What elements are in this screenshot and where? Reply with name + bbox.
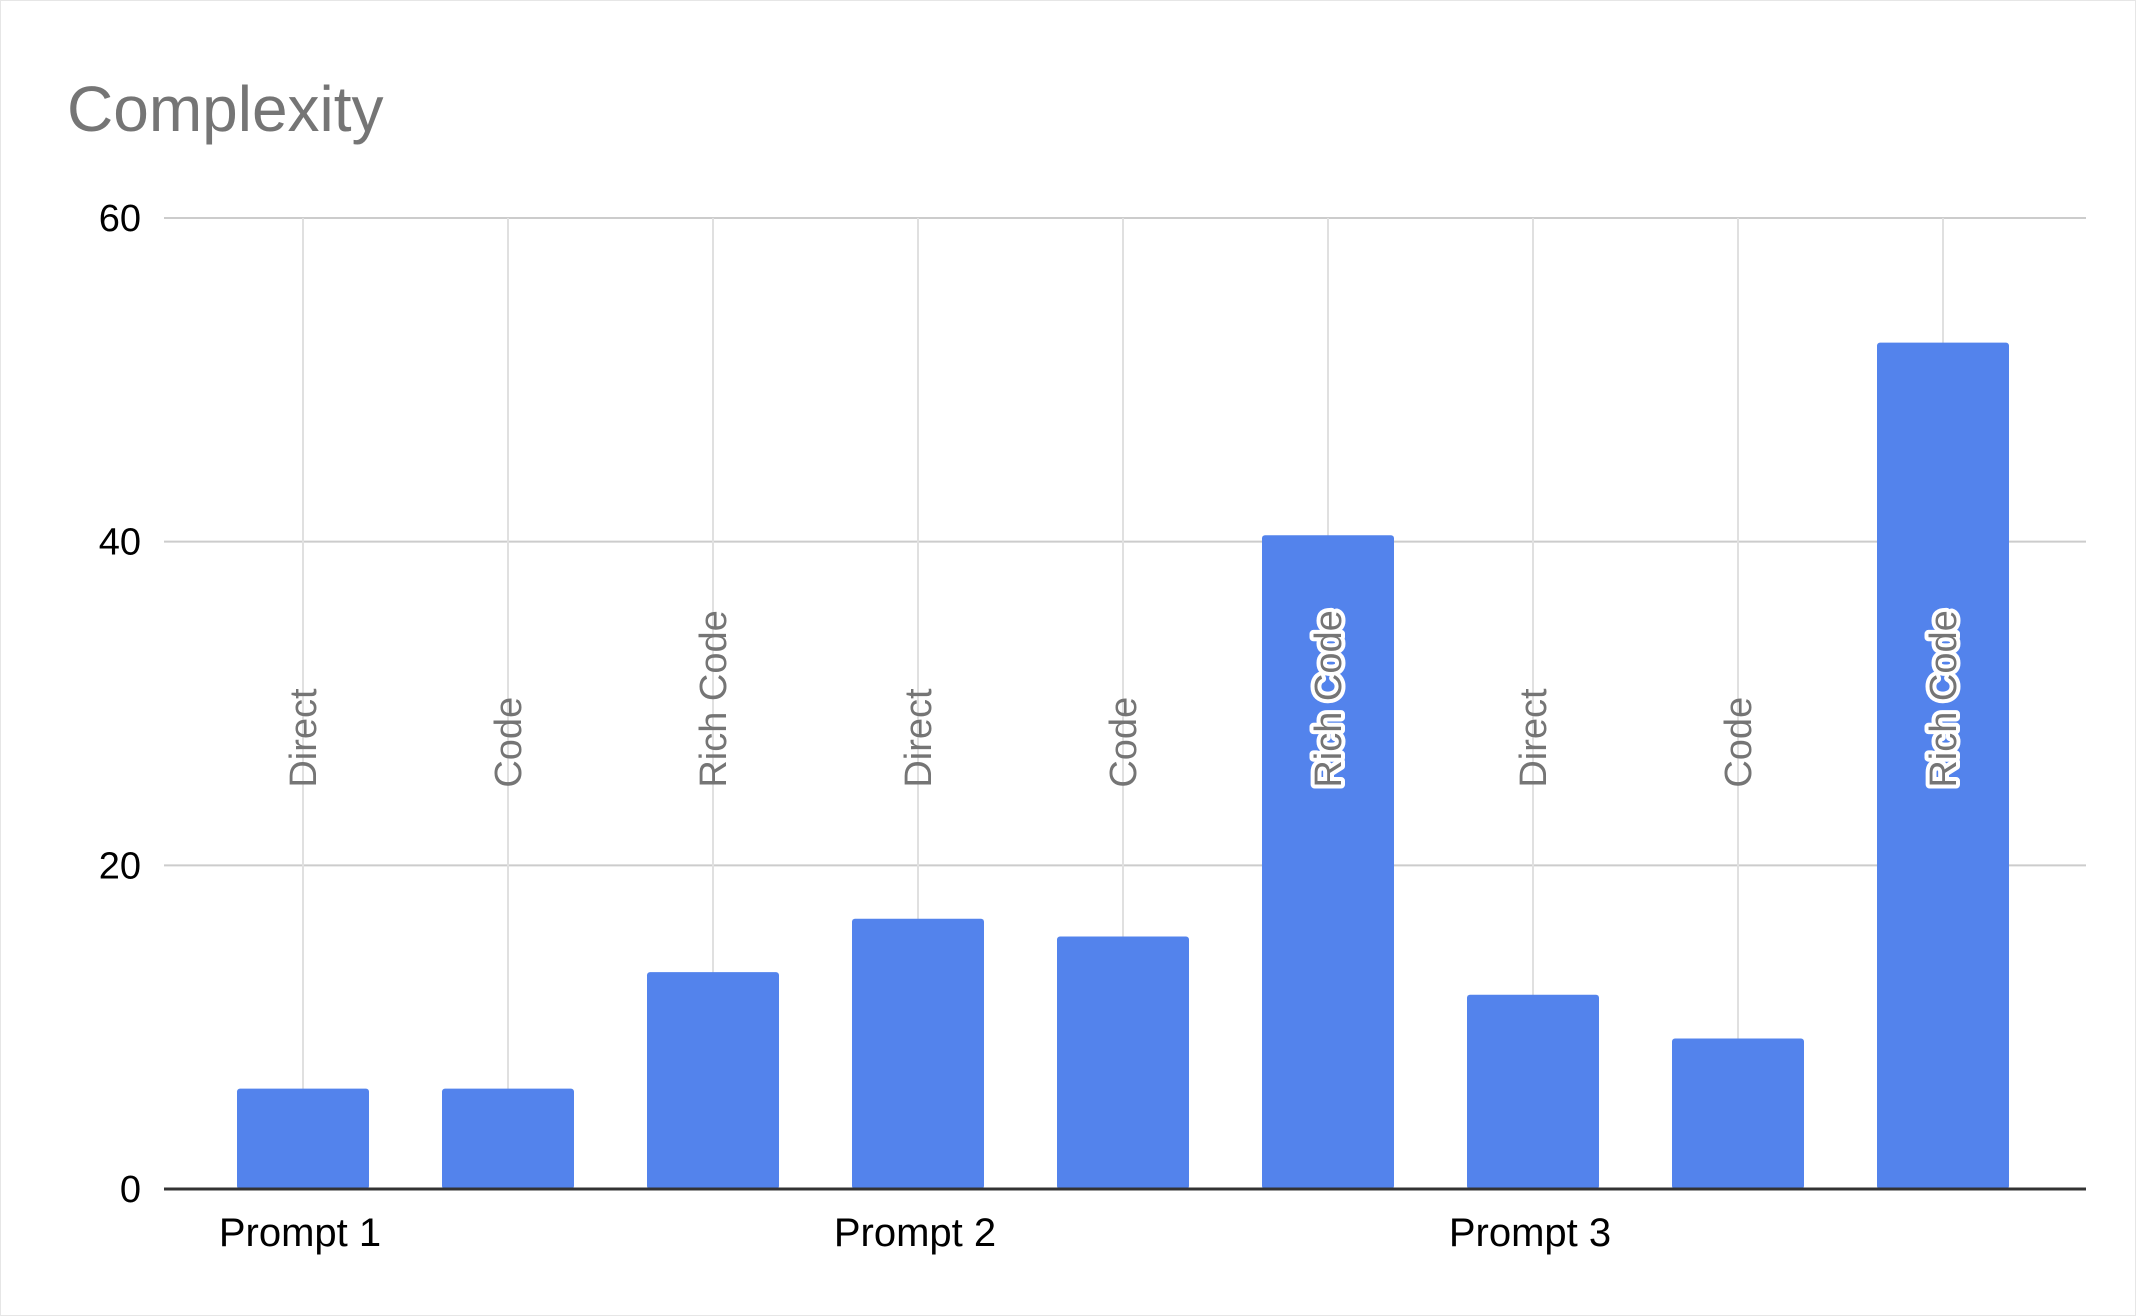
- bar-category-labels: Direct Code Rich Code Direct Code Rich Code Di…: [283, 606, 1969, 791]
- bar: [442, 1088, 574, 1189]
- bar: [237, 1088, 369, 1189]
- bar-category-label: Code: [1103, 697, 1145, 788]
- x-group-label: Prompt 1: [219, 1211, 381, 1255]
- y-tick-label: 40: [99, 522, 141, 564]
- bar-category-label: Rich Code: [1308, 610, 1350, 787]
- bar: [1672, 1038, 1804, 1189]
- bar: [1467, 994, 1599, 1189]
- bar-category-label: Rich Code: [1923, 610, 1965, 787]
- y-tick-label: 20: [99, 845, 141, 887]
- y-tick-label: 0: [120, 1169, 141, 1211]
- axes: 0 20 40 60 Prompt 1 Prompt 2 Prompt 3: [99, 198, 2086, 1255]
- bar-category-label: Direct: [283, 688, 325, 788]
- bar-category-label: Code: [488, 697, 530, 788]
- bar: [1877, 342, 2009, 1189]
- y-tick-label: 60: [99, 198, 141, 240]
- bar-category-label: Direct: [1513, 688, 1555, 788]
- bars: [237, 342, 2009, 1189]
- bar-category-label: Rich Code: [693, 610, 735, 787]
- bar: [1262, 535, 1394, 1189]
- bar: [647, 972, 779, 1189]
- bar-category-label: Direct: [898, 688, 940, 788]
- chart-title: Complexity: [67, 73, 384, 145]
- bar: [1057, 936, 1189, 1189]
- x-group-label: Prompt 2: [834, 1211, 996, 1255]
- bar: [852, 918, 984, 1189]
- bar-category-label: Code: [1718, 697, 1760, 788]
- x-group-label: Prompt 3: [1449, 1211, 1611, 1255]
